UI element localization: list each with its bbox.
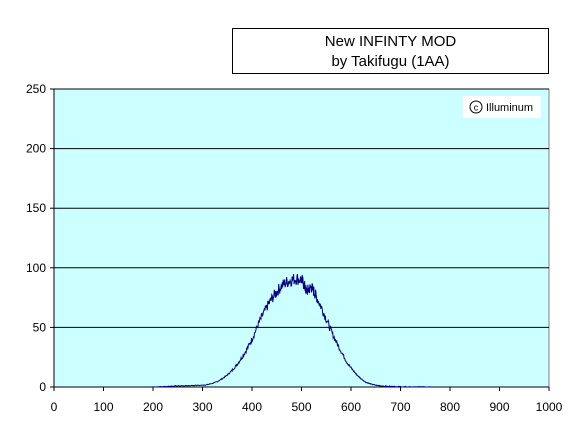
x-tick-label: 900 [489, 400, 509, 414]
watermark-text: Illuminum [486, 102, 533, 114]
grid-lines [54, 88, 549, 328]
x-tick-label: 600 [341, 400, 361, 414]
y-tick-label: 200 [26, 142, 46, 156]
ticks: 0 50 100 150 200 250 0 100 200 300 400 500 600 700 800… [26, 82, 563, 414]
plot-area [53, 88, 550, 388]
y-tick-label: 150 [26, 201, 46, 215]
series-group [152, 274, 431, 388]
chart-title: New INFINTY MOD [324, 33, 457, 50]
x-tick-label: 200 [143, 400, 163, 414]
x-tick-label: 300 [192, 400, 212, 414]
chart-subtitle: by Takifugu (1AA) [331, 53, 450, 70]
x-tick-label: 800 [440, 400, 460, 414]
chart-title-box: New INFINTY MOD by Takifugu (1AA) [232, 28, 549, 74]
x-tick-label: 500 [291, 400, 311, 414]
watermark-bg [463, 96, 541, 118]
x-tick-label: 700 [390, 400, 410, 414]
copyright-icon-c: c [474, 103, 479, 113]
copyright-icon [469, 100, 483, 114]
x-tick-label: 100 [93, 400, 113, 414]
watermark: c Illuminum [463, 96, 541, 118]
y-tick-label: 0 [39, 380, 46, 394]
y-tick-label: 50 [33, 320, 47, 334]
x-tick-label: 0 [51, 400, 58, 414]
x-tick-label: 400 [242, 400, 262, 414]
series-line-0 [152, 274, 431, 388]
y-tick-label: 100 [26, 261, 46, 275]
x-tick-label: 1000 [536, 400, 563, 414]
y-tick-label: 250 [26, 82, 46, 96]
